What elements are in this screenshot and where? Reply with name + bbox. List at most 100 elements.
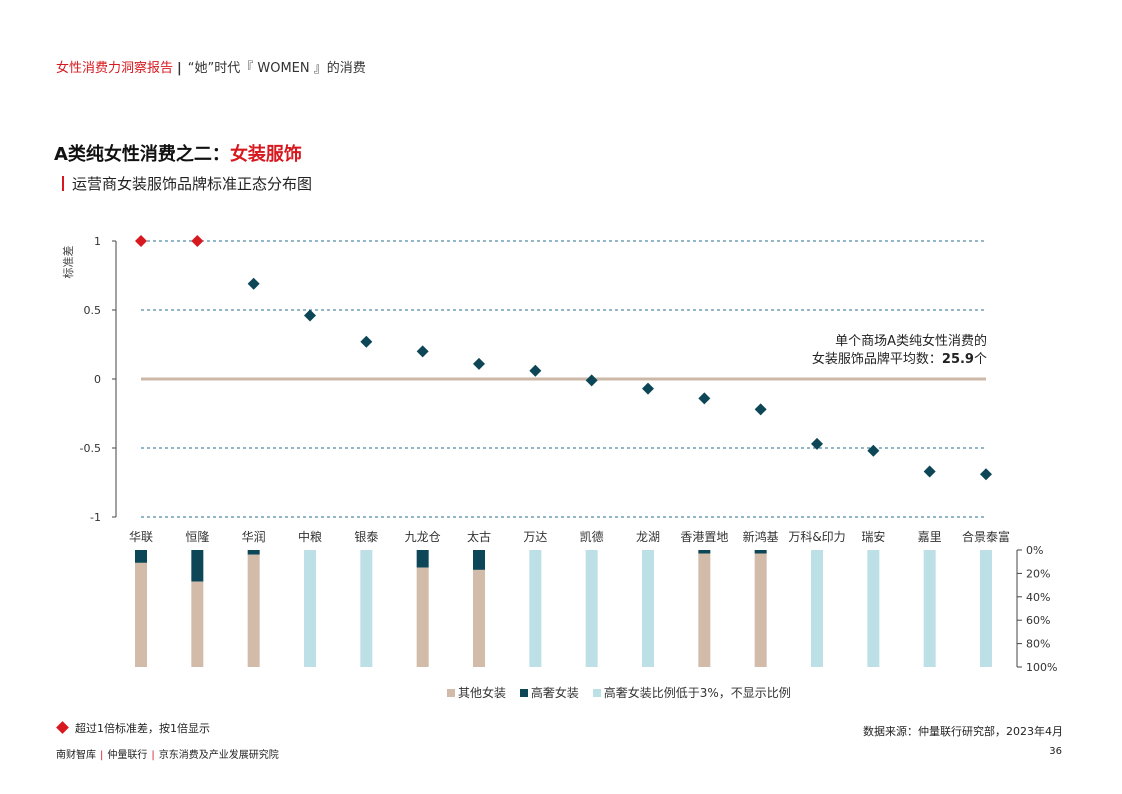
percent-tick-label: 60% [1026,614,1050,627]
category-label: 中粮 [298,529,322,544]
legend-item-below3: 高奢女装比例低于3%，不显示比例 [592,684,791,701]
page-footer: 南财智库 | 仲量联行 | 京东消费及产业发展研究院 [56,746,279,761]
header-separator: | [177,61,182,76]
annotation-average-value: 25.9 [942,352,974,367]
scatter-point-中粮 [304,309,316,322]
bar-other-华润 [247,554,260,667]
footer-separator: | [100,750,104,761]
category-label: 万达 [523,530,547,544]
scatter-point-香港置地 [698,392,711,405]
subtitle-text: 运营商女装服饰品牌标准正态分布图 [72,175,313,193]
scatter-point-龙湖 [642,382,654,395]
bar-luxury-九龙仓 [416,550,429,568]
footer-org-3: 京东消费及产业发展研究院 [158,750,279,761]
scatter-point-太古 [473,357,485,370]
legend-item-other: 其他女装 [447,684,506,701]
scatter-point-凯德 [585,374,598,387]
scatter-point-瑞安 [867,444,880,457]
y-axis-label: 标准差 [61,246,75,279]
legend-label-below3: 高奢女装比例低于3%，不显示比例 [603,686,791,700]
data-source: 数据来源：仲量联行研究部，2023年4月 [863,725,1063,738]
bar-below-3pct-瑞安 [867,550,880,667]
category-label: 恒隆 [185,529,209,544]
scatter-point-恒隆 [191,235,204,247]
y-tick-label: -1 [90,511,101,524]
report-name: 女性消费力洞察报告 [56,61,174,76]
scatter-point-华润 [247,277,260,290]
capped-note: 超过1倍标准差，按1倍显示 [56,720,210,736]
percent-tick-label: 100% [1026,661,1057,674]
scatter-point-合景泰富 [980,468,992,481]
bar-below-3pct-龙湖 [642,550,654,667]
bar-below-3pct-嘉里 [923,550,936,667]
bar-other-九龙仓 [416,567,429,667]
category-label: 合景泰富 [962,529,1010,544]
page-number: 36 [1049,746,1062,757]
legend-label-luxury: 高奢女装 [530,686,579,700]
bar-luxury-新鸿基 [754,550,767,554]
category-label: 香港置地 [680,530,728,544]
y-tick-label: -0.5 [80,442,101,455]
y-tick-label: 0.5 [84,304,102,317]
category-label: 太古 [467,529,491,544]
page-title: A类纯女性消费之二：女装服饰 [54,140,302,166]
bar-luxury-太古 [473,550,485,570]
bar-luxury-恒隆 [191,550,204,582]
bar-legend: 其他女装 高奢女装 高奢女装比例低于3%，不显示比例 [447,684,801,701]
category-label: 龙湖 [636,529,660,544]
percent-tick-label: 20% [1026,567,1050,580]
percent-tick-label: 40% [1026,591,1050,604]
chart-subtitle: 运营商女装服饰品牌标准正态分布图 [62,173,312,194]
annotation-prefix: 女装服饰品牌平均数： [812,351,942,367]
percent-tick-label: 0% [1026,544,1043,557]
subtitle-accent-bar [62,176,64,191]
note-text: 超过1倍标准差，按1倍显示 [75,722,210,735]
legend-item-luxury: 高奢女装 [519,684,579,701]
legend-label-other: 其他女装 [458,686,507,700]
category-label: 九龙仓 [405,530,441,544]
bar-other-香港置地 [698,553,711,667]
bar-other-华联 [135,562,147,667]
y-tick-label: 1 [94,235,101,248]
category-label: 新鸿基 [743,529,779,544]
footer-separator: | [151,750,155,761]
bar-below-3pct-中粮 [304,550,316,667]
bar-other-新鸿基 [754,553,767,667]
footer-org-1: 南财智库 [56,750,96,761]
category-label: 嘉里 [918,530,942,544]
bar-below-3pct-万科&印力 [811,550,823,667]
scatter-point-银泰 [360,335,373,348]
average-annotation-line2: 女装服饰品牌平均数：25.9个 [812,351,987,367]
legend-swatch-other [447,689,455,697]
legend-swatch-luxury [519,689,528,697]
scatter-point-嘉里 [923,465,936,478]
bar-luxury-香港置地 [698,550,711,554]
bar-luxury-华润 [247,550,260,555]
title-prefix: A类纯女性消费之二： [54,144,230,165]
percent-tick-label: 80% [1026,638,1050,651]
average-annotation-line1: 单个商场A类纯女性消费的 [835,333,987,349]
bar-other-恒隆 [191,581,204,667]
scatter-point-华联 [135,235,147,247]
category-label: 瑞安 [861,529,885,544]
category-label: 万科&印力 [788,530,845,544]
scatter-point-九龙仓 [416,345,429,358]
annotation-suffix: 个 [974,352,987,367]
y-tick-label: 0 [94,373,101,386]
category-label: 华联 [129,530,153,544]
bar-other-太古 [473,569,485,667]
red-diamond-icon [56,721,69,734]
scatter-point-新鸿基 [754,403,767,416]
bar-below-3pct-银泰 [360,550,373,667]
bar-below-3pct-万达 [529,550,542,667]
category-label: 银泰 [354,530,378,544]
title-highlight: 女装服饰 [229,144,302,165]
category-label: 华润 [242,530,266,544]
bar-below-3pct-凯德 [585,550,598,667]
bar-luxury-华联 [135,550,147,563]
scatter-point-万达 [529,364,542,377]
scatter-point-万科&印力 [811,437,823,450]
bar-below-3pct-合景泰富 [980,550,992,667]
page-header: 女性消费力洞察报告 | “她”时代『 WOMEN 』的消费 [56,57,366,76]
